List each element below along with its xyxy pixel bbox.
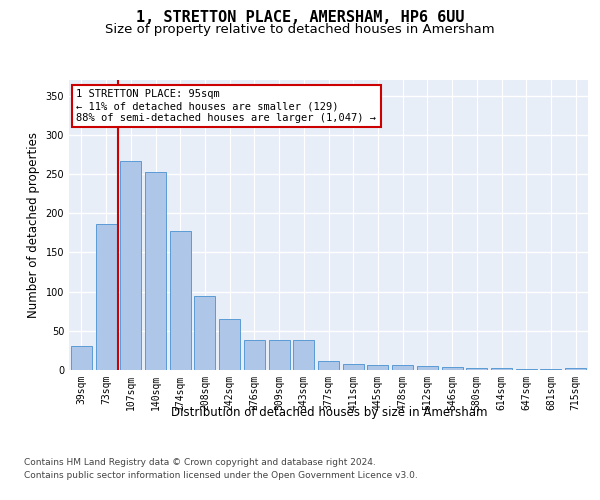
- Bar: [293, 340, 314, 370]
- Y-axis label: Number of detached properties: Number of detached properties: [27, 132, 40, 318]
- Bar: [219, 319, 240, 370]
- Bar: [343, 364, 364, 370]
- Bar: [269, 340, 290, 370]
- Bar: [442, 367, 463, 370]
- Bar: [516, 369, 537, 370]
- Bar: [244, 340, 265, 370]
- Bar: [194, 296, 215, 370]
- Text: Size of property relative to detached houses in Amersham: Size of property relative to detached ho…: [105, 24, 495, 36]
- Bar: [541, 369, 562, 370]
- Bar: [170, 232, 191, 370]
- Text: Distribution of detached houses by size in Amersham: Distribution of detached houses by size …: [170, 406, 487, 419]
- Bar: [71, 346, 92, 370]
- Bar: [95, 224, 116, 370]
- Text: Contains public sector information licensed under the Open Government Licence v3: Contains public sector information licen…: [24, 472, 418, 480]
- Bar: [392, 364, 413, 370]
- Text: 1 STRETTON PLACE: 95sqm
← 11% of detached houses are smaller (129)
88% of semi-d: 1 STRETTON PLACE: 95sqm ← 11% of detache…: [76, 90, 376, 122]
- Text: 1, STRETTON PLACE, AMERSHAM, HP6 6UU: 1, STRETTON PLACE, AMERSHAM, HP6 6UU: [136, 10, 464, 25]
- Bar: [367, 364, 388, 370]
- Bar: [491, 368, 512, 370]
- Bar: [120, 160, 141, 370]
- Bar: [466, 368, 487, 370]
- Bar: [145, 172, 166, 370]
- Text: Contains HM Land Registry data © Crown copyright and database right 2024.: Contains HM Land Registry data © Crown c…: [24, 458, 376, 467]
- Bar: [417, 366, 438, 370]
- Bar: [318, 360, 339, 370]
- Bar: [565, 368, 586, 370]
